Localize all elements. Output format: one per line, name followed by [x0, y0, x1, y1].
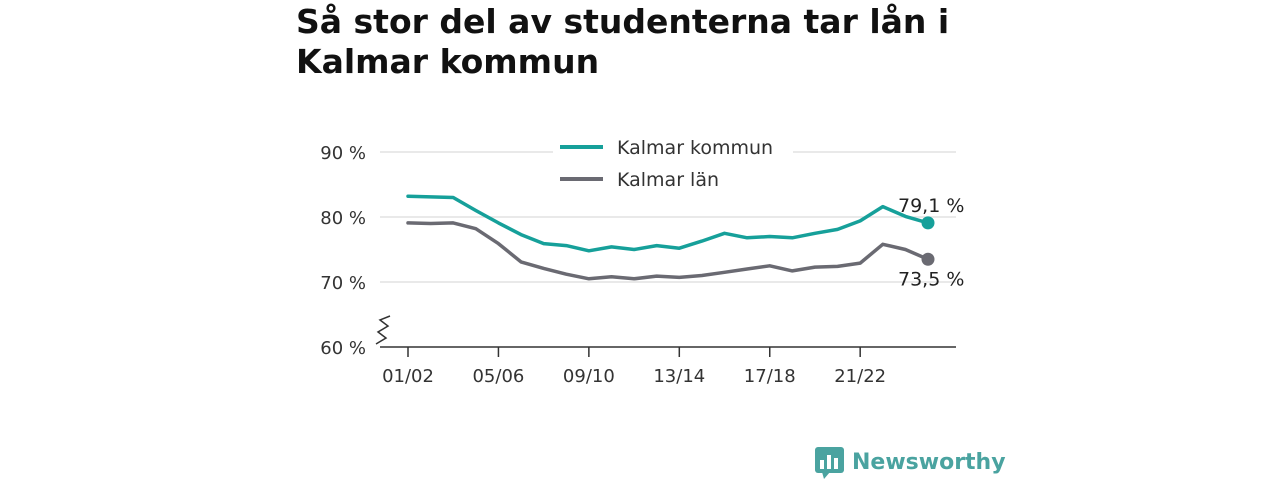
y-tick-label: 90 % — [320, 143, 366, 164]
y-tick-label: 60 % — [320, 338, 366, 359]
legend-label: Kalmar kommun — [617, 137, 773, 159]
brand: Newsworthy — [815, 447, 1006, 479]
series-lines: 79,1 % 73,5 % — [406, 194, 964, 290]
series-end-label: 73,5 % — [898, 268, 964, 290]
x-tick-label: 05/06 — [472, 366, 524, 387]
legend: Kalmar kommun Kalmar län — [553, 137, 793, 197]
brand-name: Newsworthy — [852, 450, 1006, 475]
chart-title: Så stor del av studenterna tar lån i Kal… — [296, 2, 950, 81]
x-tick-label: 21/22 — [834, 366, 886, 387]
series-line — [406, 194, 930, 253]
y-tick-label: 70 % — [320, 273, 366, 294]
series-end-point — [921, 216, 935, 230]
legend-item-background — [553, 169, 793, 197]
legend-label: Kalmar län — [617, 169, 719, 191]
series-end-label: 79,1 % — [898, 195, 964, 217]
x-tick-label: 09/10 — [563, 366, 615, 387]
y-tick-label: 80 % — [320, 208, 366, 229]
legend-item-background — [553, 137, 793, 165]
x-tick-label: 17/18 — [744, 366, 796, 387]
newsworthy-logo-icon — [815, 447, 844, 479]
x-axis: 01/02 05/06 09/10 13/14 17/18 21/22 — [375, 315, 956, 387]
series-end-point — [921, 252, 935, 266]
series-line — [406, 221, 930, 281]
x-tick-label: 13/14 — [653, 366, 705, 387]
x-tick-label: 01/02 — [382, 366, 434, 387]
axis-break-marker — [375, 315, 391, 345]
y-axis-ticks: 60 % 70 % 80 % 90 % — [320, 143, 366, 359]
